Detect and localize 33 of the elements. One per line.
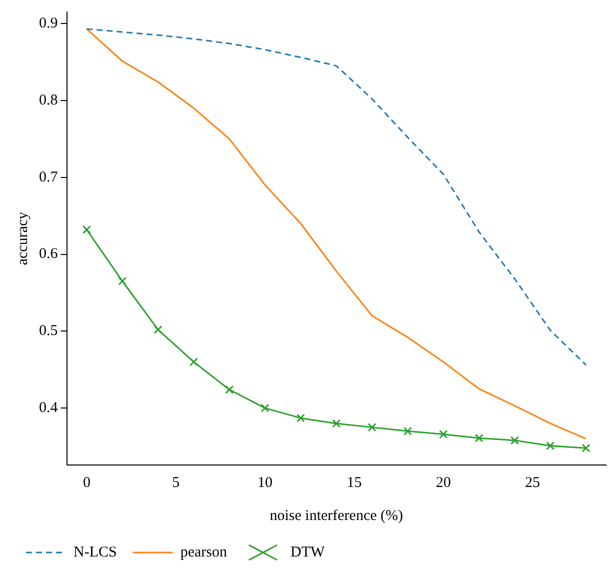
y-tick-label: 0.5 xyxy=(39,323,58,340)
y-axis-title: accuracy xyxy=(14,211,31,266)
y-tick-label: 0.7 xyxy=(39,169,58,186)
x-tick-label: 20 xyxy=(436,474,451,491)
y-tick-label: 0.9 xyxy=(39,15,58,32)
x-tick-label: 25 xyxy=(525,474,540,491)
x-tick-label: 15 xyxy=(346,474,362,491)
legend-label: pearson xyxy=(180,544,228,560)
y-tick-label: 0.8 xyxy=(39,92,58,108)
point xyxy=(546,441,555,450)
legend-label: DTW xyxy=(290,544,326,560)
y-tick-label: 0.6 xyxy=(39,246,58,262)
legend-label: N-LCS xyxy=(74,544,117,560)
point xyxy=(439,430,448,439)
point xyxy=(296,414,305,422)
point xyxy=(118,276,127,286)
x-tick-label: 5 xyxy=(172,474,180,491)
point xyxy=(582,444,590,452)
x-tick-label: 0 xyxy=(82,474,90,491)
point xyxy=(403,426,412,436)
point xyxy=(368,423,376,432)
point xyxy=(474,434,484,442)
point xyxy=(260,404,270,412)
point xyxy=(82,225,92,234)
x-axis-title: noise interference (%) xyxy=(270,508,404,524)
point xyxy=(332,419,341,428)
point xyxy=(154,325,162,334)
point xyxy=(225,385,234,394)
y-tick-label: 0.4 xyxy=(39,400,58,416)
point xyxy=(189,358,198,366)
point xyxy=(510,436,519,445)
x-tick-label: 10 xyxy=(258,474,273,491)
line-series xyxy=(86,28,587,366)
